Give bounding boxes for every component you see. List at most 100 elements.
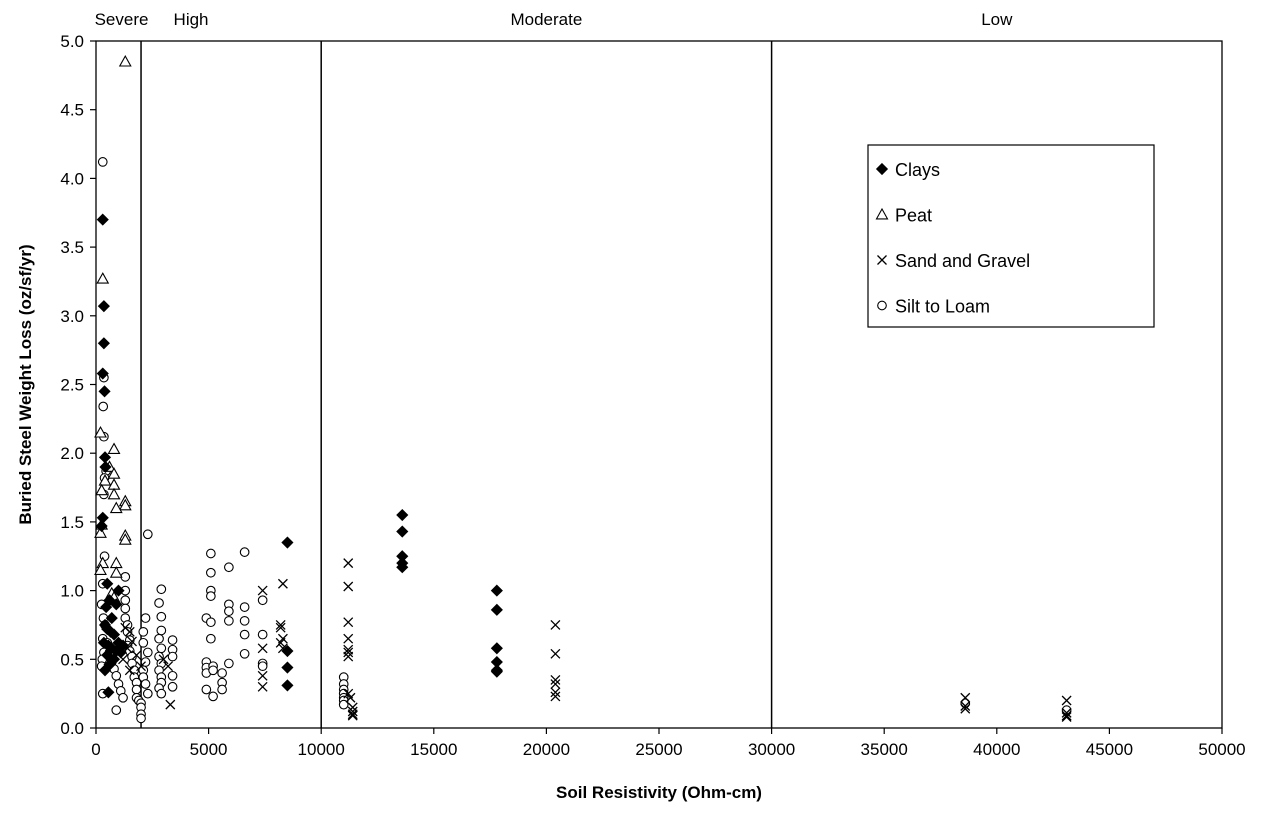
data-point <box>239 615 250 626</box>
legend-marker <box>875 207 889 220</box>
data-point <box>167 635 178 645</box>
data-point <box>201 684 212 695</box>
data-point <box>208 691 218 702</box>
data-point <box>98 664 112 677</box>
x-tick-label: 30000 <box>748 740 795 759</box>
data-point <box>343 647 354 658</box>
data-point <box>156 688 167 699</box>
data-point <box>124 665 135 676</box>
data-point <box>158 654 169 665</box>
data-point <box>281 661 294 674</box>
data-point <box>102 686 115 699</box>
data-point <box>396 508 409 522</box>
data-point <box>257 670 268 681</box>
data-point <box>396 561 409 574</box>
legend-label: Silt to Loam <box>895 297 990 317</box>
zone-label: Moderate <box>510 10 582 29</box>
data-point <box>142 529 153 540</box>
data-point <box>257 643 268 654</box>
data-point <box>109 556 123 569</box>
y-tick-label: 4.5 <box>60 101 84 120</box>
data-point <box>277 578 288 589</box>
data-point <box>97 300 110 313</box>
data-point <box>550 687 561 698</box>
data-point <box>490 603 503 616</box>
data-point <box>99 460 112 474</box>
data-point <box>347 710 358 721</box>
data-point <box>239 547 250 557</box>
axes <box>95 40 1223 729</box>
data-point <box>95 519 108 533</box>
x-tick-label: 20000 <box>523 740 570 759</box>
data-point <box>257 661 268 672</box>
data-point <box>206 567 216 578</box>
data-point <box>490 642 503 655</box>
legend-marker <box>877 300 887 311</box>
data-point <box>112 636 125 649</box>
data-point <box>1061 707 1072 718</box>
data-point <box>120 572 131 582</box>
y-tick-label: 0.0 <box>60 719 84 738</box>
data-point <box>107 487 121 500</box>
x-tick-label: 35000 <box>861 740 908 759</box>
data-point <box>100 601 113 614</box>
data-point <box>131 650 142 661</box>
legend-label: Clays <box>895 160 940 180</box>
data-point <box>1061 710 1072 721</box>
data-point <box>105 612 118 625</box>
series-silt-to-loam <box>96 157 1072 724</box>
y-tick-label: 0.5 <box>60 650 84 669</box>
data-point <box>111 705 122 715</box>
data-point <box>217 668 227 678</box>
data-point <box>257 595 268 606</box>
data-point <box>111 670 122 681</box>
data-point <box>107 442 121 455</box>
data-point <box>118 498 132 511</box>
data-point <box>206 591 216 601</box>
data-point <box>343 651 354 662</box>
legend-marker <box>877 255 887 265</box>
zone-label: Severe <box>95 10 149 29</box>
data-point <box>156 625 167 636</box>
data-point <box>156 643 167 654</box>
data-point <box>131 684 142 695</box>
data-point <box>490 665 503 678</box>
data-point <box>343 581 354 592</box>
data-point <box>960 703 971 714</box>
data-point <box>224 658 234 669</box>
data-point <box>156 584 167 595</box>
data-point <box>281 679 294 692</box>
x-tick-label: 10000 <box>298 740 345 759</box>
corrosivity-zones: Severe High Moderate Low <box>95 10 1013 728</box>
data-point <box>94 425 107 438</box>
data-point <box>109 566 123 578</box>
y-axis-title: Buried Steel Weight Loss (oz/sf/yr) <box>16 244 35 524</box>
data-point <box>101 577 114 590</box>
data-point <box>281 644 294 658</box>
data-point <box>343 633 354 644</box>
data-point <box>140 679 151 689</box>
data-point <box>163 661 174 672</box>
data-point <box>224 606 234 617</box>
data-point <box>118 533 132 545</box>
data-point <box>109 501 123 514</box>
data-point <box>96 367 109 380</box>
data-point <box>154 598 164 608</box>
data-point <box>98 474 112 486</box>
data-point <box>112 584 125 597</box>
data-points <box>94 54 1072 724</box>
data-point <box>347 706 358 717</box>
data-point <box>239 629 250 640</box>
data-point <box>343 617 354 628</box>
data-point <box>338 699 349 710</box>
tick-labels: 0 5000 10000 15000 20000 25000 30000 35000 40000… <box>60 32 1245 759</box>
y-tick-label: 2.5 <box>60 376 84 395</box>
data-point <box>124 626 135 637</box>
data-point <box>95 483 109 496</box>
data-point <box>960 692 971 703</box>
data-point <box>156 611 167 622</box>
data-point <box>239 602 250 612</box>
data-point <box>550 619 561 630</box>
data-point <box>136 713 146 724</box>
